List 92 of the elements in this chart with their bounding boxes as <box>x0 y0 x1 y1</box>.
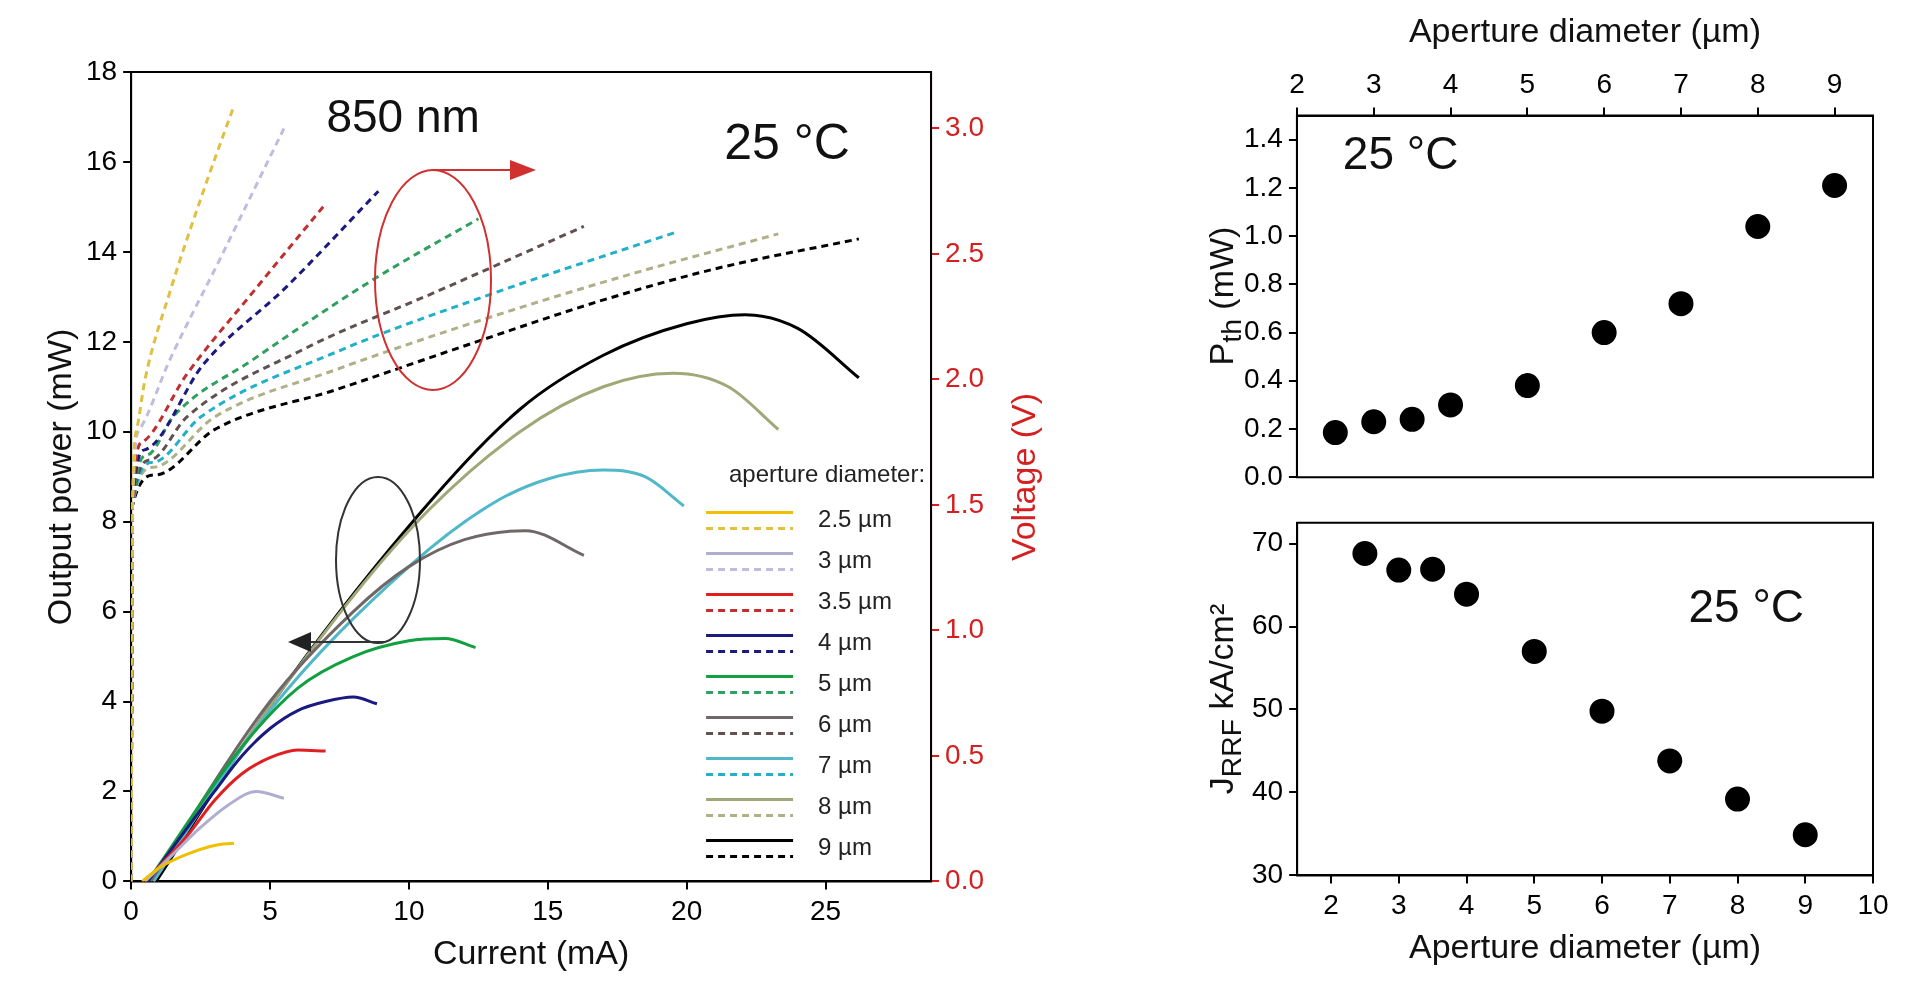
y2-tick-label: 1.0 <box>945 613 985 645</box>
y-tick-label: 12 <box>85 324 118 356</box>
point <box>1420 556 1446 582</box>
legend-label: 7 µm <box>818 751 872 779</box>
y-tick-label: 0.2 <box>1243 411 1283 443</box>
y-tick-label: 2 <box>101 774 118 806</box>
y2-axis-title: Voltage (V) <box>1003 392 1043 561</box>
legend-label: 5 µm <box>818 669 872 697</box>
point <box>1322 420 1348 446</box>
x-tick-label: 7 <box>1661 888 1678 920</box>
y-tick-label: 18 <box>85 54 118 86</box>
x-tick-label: 10 <box>1857 888 1889 920</box>
point <box>1361 409 1387 435</box>
y2-tick-label: 3.0 <box>945 111 985 143</box>
y-tick-label: 0.8 <box>1243 267 1283 299</box>
legend-label: 4 µm <box>818 628 872 656</box>
point <box>1589 698 1615 724</box>
line-series <box>146 695 379 882</box>
point <box>1725 786 1751 812</box>
y-tick-label: 6 <box>101 594 118 626</box>
point <box>1668 291 1694 317</box>
annotation: 850 nm <box>326 89 480 142</box>
y-tick-label: 0 <box>101 864 118 896</box>
point <box>1521 638 1547 664</box>
x-tick-label: 0 <box>123 894 139 926</box>
annotation: 25 °C <box>724 114 850 171</box>
y-tick-label: 10 <box>85 414 118 446</box>
point <box>1352 541 1378 566</box>
x-tick-label: 4 <box>1442 67 1459 99</box>
x-tick-label: 5 <box>1519 67 1536 99</box>
x-tick-label: 10 <box>393 894 425 926</box>
y-tick-label: 70 <box>1251 526 1284 558</box>
annotation: 25 °C <box>1342 127 1459 180</box>
x-axis-title: Aperture diameter (µm) <box>1408 10 1762 50</box>
y-tick-label: 1.0 <box>1243 218 1283 250</box>
y2-tick-label: 0.5 <box>945 738 985 770</box>
x-tick-label: 8 <box>1750 67 1766 99</box>
point <box>1657 748 1683 774</box>
y-tick-label: 0.0 <box>1243 459 1283 491</box>
point <box>1591 320 1617 346</box>
y-tick-label: 40 <box>1251 775 1284 807</box>
line-series <box>140 841 236 882</box>
y-tick-label: 8 <box>101 504 118 536</box>
x-tick-label: 6 <box>1596 67 1612 99</box>
legend-title: aperture diameter: <box>728 460 926 488</box>
x-tick-label: 3 <box>1365 67 1382 99</box>
x-tick-label: 15 <box>532 894 564 926</box>
x-tick-label: 2 <box>1289 67 1305 99</box>
x-tick-label: 9 <box>1797 888 1814 920</box>
y-tick-label: 50 <box>1251 692 1284 724</box>
point <box>1822 173 1848 199</box>
x-tick-label: 20 <box>671 894 703 926</box>
point <box>1454 581 1480 607</box>
y2-tick-label: 0.0 <box>945 864 985 896</box>
point <box>1745 213 1771 239</box>
point <box>1399 406 1425 432</box>
legend-label: 9 µm <box>818 833 872 861</box>
y-tick-label: 60 <box>1251 609 1284 641</box>
x-tick-label: 4 <box>1458 888 1475 920</box>
point <box>1514 373 1540 399</box>
x-tick-label: 6 <box>1594 888 1610 920</box>
y-tick-label: 1.4 <box>1243 122 1283 154</box>
x-axis-title: Current (mA) <box>432 933 630 973</box>
x-tick-label: 2 <box>1323 888 1339 920</box>
x-tick-label: 3 <box>1390 888 1407 920</box>
legend-label: 2.5 µm <box>818 505 892 533</box>
legend-label: 3 µm <box>818 546 872 574</box>
y-tick-label: 0.6 <box>1243 315 1283 347</box>
y-tick-label: 30 <box>1251 858 1284 890</box>
legend-label: 6 µm <box>818 710 872 738</box>
x-axis-title: Aperture diameter (µm) <box>1408 927 1762 967</box>
x-tick-label: 25 <box>809 894 842 926</box>
point <box>1438 392 1464 418</box>
legend-label: 8 µm <box>818 792 872 820</box>
x-tick-label: 9 <box>1826 67 1843 99</box>
x-tick-label: 5 <box>262 894 278 926</box>
y-tick-label: 16 <box>85 144 118 176</box>
x-tick-label: 7 <box>1673 67 1689 99</box>
y-axis-title: Output power (mW) <box>39 328 79 625</box>
annotation: 25 °C <box>1688 579 1805 632</box>
y2-tick-label: 2.0 <box>945 362 985 394</box>
x-tick-label: 8 <box>1729 888 1746 920</box>
x-tick-label: 5 <box>1526 888 1543 920</box>
y2-tick-label: 1.5 <box>945 487 985 519</box>
point <box>1792 822 1818 848</box>
y-tick-label: 0.4 <box>1243 363 1283 395</box>
point <box>1386 557 1412 583</box>
legend-label: 3.5 µm <box>818 587 892 615</box>
y2-tick-label: 2.5 <box>945 236 985 268</box>
y-tick-label: 4 <box>101 684 118 716</box>
y-tick-label: 14 <box>85 234 118 266</box>
y-tick-label: 1.2 <box>1243 170 1283 202</box>
